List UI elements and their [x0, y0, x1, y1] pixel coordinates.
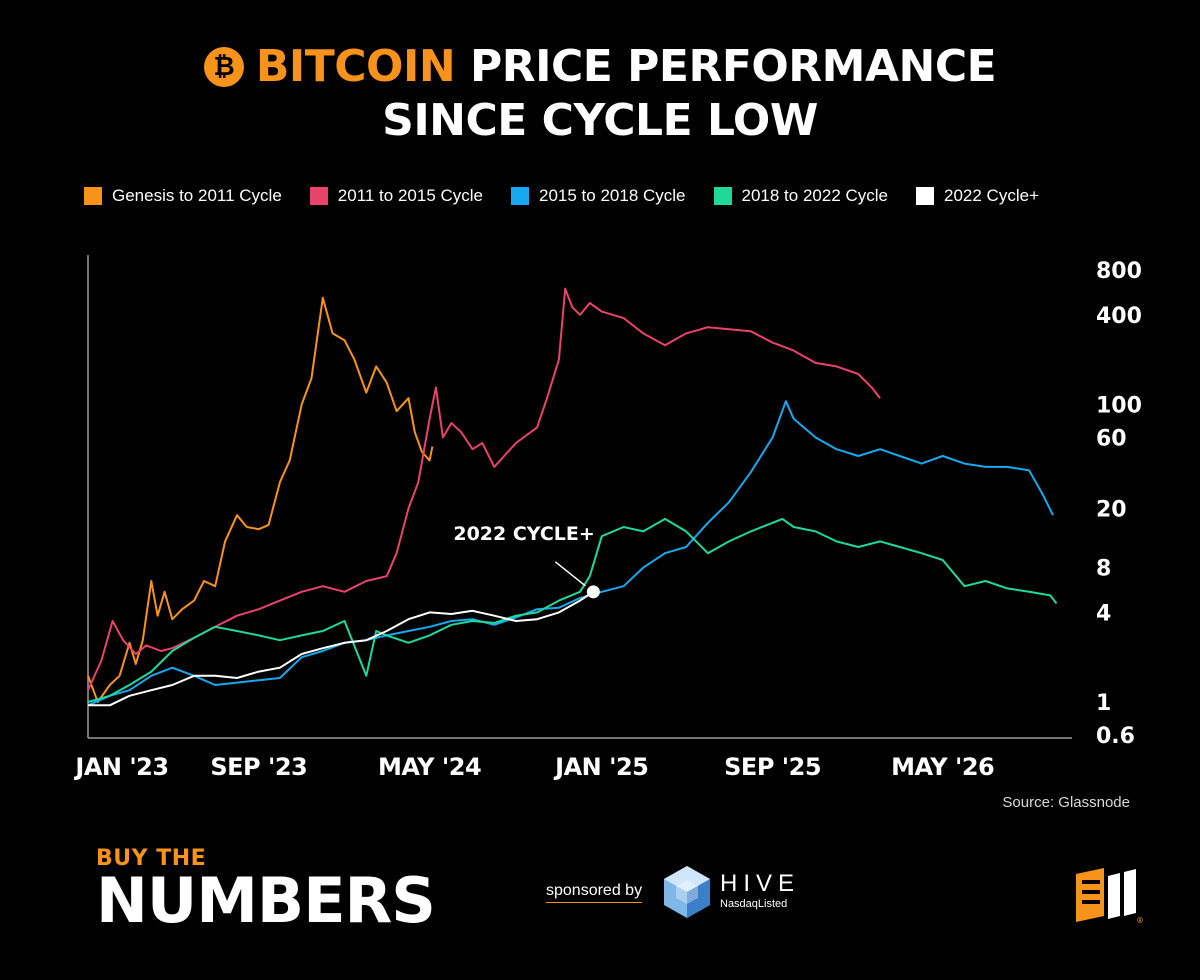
hive-hexagon-icon [664, 866, 710, 918]
hive-wordmark: HIVE [720, 870, 801, 897]
y-tick-label: 20 [1096, 497, 1127, 522]
x-tick-label: MAY '26 [891, 753, 994, 781]
x-tick-label: MAY '24 [378, 753, 481, 781]
legend-label: Genesis to 2011 Cycle [112, 186, 282, 205]
svg-text:®: ® [1136, 916, 1144, 924]
legend-label: 2022 Cycle+ [944, 186, 1039, 205]
legend-item: 2015 to 2018 Cycle [511, 186, 686, 206]
legend-swatch [511, 187, 530, 205]
y-tick-label: 8 [1096, 557, 1111, 582]
series-line-0 [87, 296, 434, 703]
y-tick-label: 400 [1096, 304, 1142, 329]
series-line-4 [88, 590, 594, 707]
y-tick-label: 0.6 [1096, 724, 1135, 749]
legend-label: 2015 to 2018 Cycle [539, 186, 686, 205]
brand-numbers: NUMBERS [96, 864, 436, 937]
chart-legend: Genesis to 2011 Cycle 2011 to 2015 Cycle 2… [84, 186, 1039, 206]
title-line-2: SINCE CYCLE LOW [382, 95, 818, 146]
annotation-label: 2022 CYCLE+ [453, 523, 594, 545]
x-tick-label: SEP '25 [724, 753, 821, 781]
series-line-1 [87, 287, 881, 691]
bitcoin-icon: ₿ [203, 47, 244, 87]
buy-the-numbers-logo: BUY THE NUMBERS [96, 846, 436, 937]
y-tick-label: 4 [1096, 601, 1111, 626]
x-tick-label: SEP '23 [210, 753, 307, 781]
sponsored-by-label: sponsored by [546, 882, 643, 903]
title-rest: PRICE PERFORMANCE [469, 41, 997, 92]
annotation-leader-line [554, 561, 586, 587]
legend-item: 2022 Cycle+ [916, 186, 1039, 206]
x-tick-label: JAN '25 [553, 753, 648, 781]
legend-swatch [309, 187, 328, 205]
annotation-point [586, 585, 600, 599]
title-line-1: ₿ BITCOIN PRICE PERFORMANCE [0, 40, 1200, 94]
x-tick-label: JAN '23 [73, 753, 168, 781]
legend-label: 2011 to 2015 Cycle [337, 186, 484, 205]
y-tick-label: 1 [1096, 691, 1111, 716]
legend-item: Genesis to 2011 Cycle [84, 186, 282, 206]
y-tick-label: 800 [1096, 259, 1142, 284]
legend-item: 2011 to 2015 Cycle [309, 186, 484, 206]
source-note: Source: Glassnode [1002, 794, 1130, 811]
series-line-3 [87, 517, 1058, 703]
legend-item: 2018 to 2022 Cycle [713, 186, 889, 206]
hive-nasdaq-listed: NasdaqListed [720, 898, 788, 910]
brand-buy-the: BUY THE [96, 846, 207, 871]
bitcoin-magazine-logo-icon: ® [1076, 868, 1144, 924]
chart-title: ₿ BITCOIN PRICE PERFORMANCE SINCE CYCLE L… [0, 40, 1200, 148]
legend-swatch [916, 187, 935, 205]
y-tick-label: 100 [1096, 393, 1142, 418]
series-line-2 [87, 400, 1054, 707]
y-tick-label: 60 [1096, 426, 1127, 451]
legend-swatch [713, 187, 732, 205]
title-highlight: BITCOIN [255, 41, 456, 92]
legend-label: 2018 to 2022 Cycle [741, 186, 889, 205]
legend-swatch [84, 187, 102, 205]
